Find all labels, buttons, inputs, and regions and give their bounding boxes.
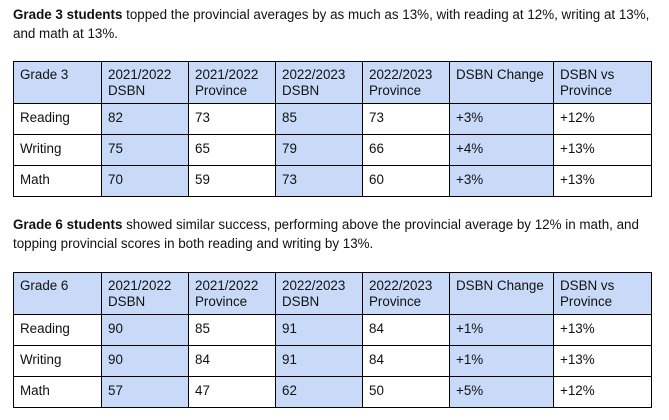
grade3-summary: Grade 3 students topped the provincial a… <box>13 5 653 43</box>
value-cell: 84 <box>362 314 450 346</box>
value-cell: 65 <box>188 134 276 166</box>
subject-cell: Reading <box>13 103 102 135</box>
value-cell: 62 <box>275 376 363 408</box>
value-cell: 59 <box>188 165 276 197</box>
value-cell: 47 <box>188 376 276 408</box>
difference-cell: +12% <box>553 376 652 408</box>
value-cell: 79 <box>275 134 363 166</box>
header-cell-2122-dsbn: 2021/2022 DSBN <box>101 272 189 315</box>
change-cell: +4% <box>449 134 554 166</box>
header-cell-dsbn-change: DSBN Change <box>449 61 554 104</box>
value-cell: 84 <box>188 345 276 377</box>
difference-cell: +13% <box>553 345 652 377</box>
grade6-summary-text: showed similar success, performing above… <box>13 217 639 251</box>
grade6-results-table: Grade 6 2021/2022 DSBN 2021/2022 Provinc… <box>13 272 652 408</box>
change-cell: +1% <box>449 345 554 377</box>
subject-cell: Reading <box>13 314 102 346</box>
header-cell-grade: Grade 6 <box>13 272 102 315</box>
header-cell-2122-province: 2021/2022 Province <box>188 272 276 315</box>
change-cell: +3% <box>449 165 554 197</box>
difference-cell: +13% <box>553 314 652 346</box>
value-cell: 70 <box>101 165 189 197</box>
header-cell-dsbn-vs-province: DSBN vs Province <box>553 61 652 104</box>
header-cell-dsbn-vs-province: DSBN vs Province <box>553 272 652 315</box>
value-cell: 75 <box>101 134 189 166</box>
header-cell-2223-dsbn: 2022/2023 DSBN <box>275 272 363 315</box>
header-cell-2223-dsbn: 2022/2023 DSBN <box>275 61 363 104</box>
value-cell: 85 <box>275 103 363 135</box>
table-row: Math 57 47 62 50 +5% +12% <box>13 376 652 408</box>
value-cell: 73 <box>188 103 276 135</box>
subject-cell: Writing <box>13 134 102 166</box>
header-cell-dsbn-change: DSBN Change <box>449 272 554 315</box>
value-cell: 91 <box>275 314 363 346</box>
value-cell: 50 <box>362 376 450 408</box>
difference-cell: +13% <box>553 134 652 166</box>
value-cell: 73 <box>362 103 450 135</box>
header-cell-grade: Grade 3 <box>13 61 102 104</box>
change-cell: +3% <box>449 103 554 135</box>
value-cell: 90 <box>101 314 189 346</box>
difference-cell: +12% <box>553 103 652 135</box>
grade6-summary: Grade 6 students showed similar success,… <box>13 215 653 253</box>
value-cell: 82 <box>101 103 189 135</box>
difference-cell: +13% <box>553 165 652 197</box>
value-cell: 85 <box>188 314 276 346</box>
table-row: Writing 75 65 79 66 +4% +13% <box>13 134 652 166</box>
value-cell: 66 <box>362 134 450 166</box>
table-row: Reading 90 85 91 84 +1% +13% <box>13 314 652 346</box>
grade3-summary-bold: Grade 3 students <box>13 7 123 22</box>
table-header-row: Grade 3 2021/2022 DSBN 2021/2022 Provinc… <box>13 61 652 104</box>
value-cell: 57 <box>101 376 189 408</box>
value-cell: 84 <box>362 345 450 377</box>
grade3-summary-text: topped the provincial averages by as muc… <box>13 7 650 41</box>
subject-cell: Math <box>13 376 102 408</box>
value-cell: 60 <box>362 165 450 197</box>
value-cell: 90 <box>101 345 189 377</box>
table-header-row: Grade 6 2021/2022 DSBN 2021/2022 Provinc… <box>13 272 652 315</box>
change-cell: +5% <box>449 376 554 408</box>
header-cell-2122-province: 2021/2022 Province <box>188 61 276 104</box>
grade3-results-table: Grade 3 2021/2022 DSBN 2021/2022 Provinc… <box>13 61 652 197</box>
header-cell-2223-province: 2022/2023 Province <box>362 61 450 104</box>
table-row: Writing 90 84 91 84 +1% +13% <box>13 345 652 377</box>
value-cell: 73 <box>275 165 363 197</box>
table-row: Reading 82 73 85 73 +3% +12% <box>13 103 652 135</box>
grade6-summary-bold: Grade 6 students <box>13 217 123 232</box>
header-cell-2223-province: 2022/2023 Province <box>362 272 450 315</box>
value-cell: 91 <box>275 345 363 377</box>
subject-cell: Math <box>13 165 102 197</box>
table-row: Math 70 59 73 60 +3% +13% <box>13 165 652 197</box>
change-cell: +1% <box>449 314 554 346</box>
subject-cell: Writing <box>13 345 102 377</box>
header-cell-2122-dsbn: 2021/2022 DSBN <box>101 61 189 104</box>
